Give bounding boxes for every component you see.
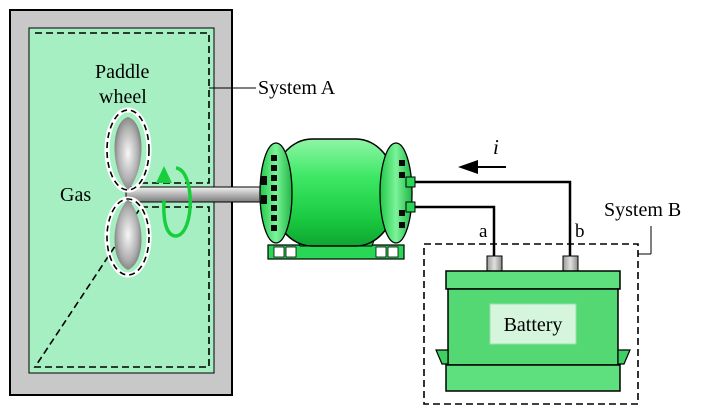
motor bbox=[259, 138, 416, 260]
battery-right-lip bbox=[617, 349, 631, 365]
blade-lower bbox=[114, 199, 142, 270]
label-terminal-b: b bbox=[575, 221, 585, 242]
blade-upper-boundary-dash bbox=[106, 109, 150, 191]
label-gas: Gas bbox=[60, 184, 91, 206]
battery-left-lip bbox=[435, 349, 449, 365]
label-wheel: wheel bbox=[99, 86, 147, 108]
paddle-wheel bbox=[104, 107, 152, 278]
motor-terminal-top bbox=[405, 176, 416, 188]
wire-to-a bbox=[415, 205, 496, 259]
motor-vents bbox=[261, 155, 405, 231]
battery-label-box bbox=[489, 303, 577, 345]
motor-right-cap bbox=[379, 142, 413, 244]
current-arrow-icon bbox=[458, 160, 506, 174]
wires bbox=[415, 180, 572, 259]
rotation-arrow-icon bbox=[156, 166, 192, 238]
label-battery: Battery bbox=[504, 314, 563, 336]
label-system-b: System B bbox=[604, 199, 681, 221]
battery-terminal-b bbox=[562, 255, 579, 273]
system-a-boundary bbox=[33, 32, 210, 368]
label-system-a: System A bbox=[258, 77, 336, 99]
battery bbox=[435, 255, 631, 392]
blade-upper bbox=[114, 117, 142, 190]
wire-to-b bbox=[415, 180, 572, 259]
motor-terminal-bottom bbox=[405, 201, 416, 213]
shaft bbox=[125, 186, 265, 203]
motor-left-cap bbox=[259, 142, 293, 244]
label-terminal-a: a bbox=[479, 221, 488, 242]
battery-lid bbox=[445, 270, 621, 290]
battery-terminal-a bbox=[486, 255, 503, 273]
battery-foot bbox=[445, 364, 621, 392]
label-current-i: i bbox=[493, 135, 499, 159]
label-paddle: Paddle bbox=[95, 61, 150, 83]
